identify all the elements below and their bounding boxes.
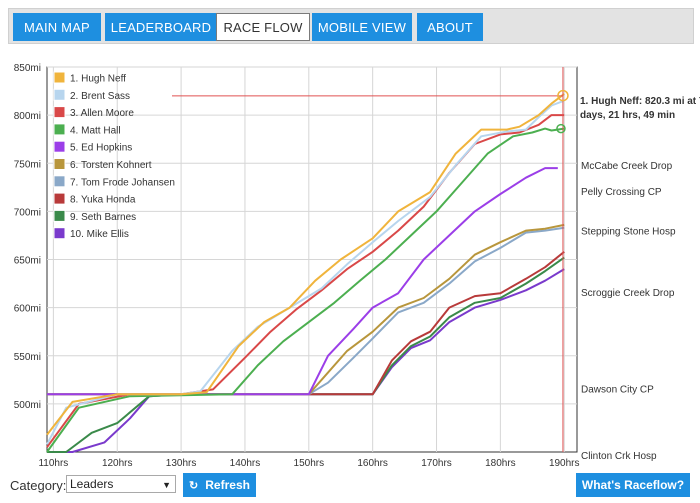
legend[interactable]: 1. Hugh Neff 2. Brent Sass 3. Allen Moore 4… bbox=[53, 71, 175, 240]
controls-bar: Category: Leaders ▼ ↻ Refresh What's Rac… bbox=[0, 470, 700, 503]
x-tick-label: 130hrs bbox=[166, 458, 197, 469]
x-tick-label: 120hrs bbox=[102, 458, 133, 469]
legend-swatch[interactable] bbox=[53, 140, 66, 153]
legend-swatch[interactable] bbox=[53, 123, 66, 136]
series-line[interactable] bbox=[46, 93, 565, 436]
tooltip: 1. Hugh Neff: 820.3 mi at 7 days, 21 hrs,… bbox=[580, 96, 700, 121]
legend-swatch[interactable] bbox=[53, 88, 66, 101]
y-tick-label: 700mi bbox=[14, 207, 41, 218]
legend-item-label[interactable]: 10. Mike Ellis bbox=[70, 229, 129, 240]
legend-item-label[interactable]: 7. Tom Frode Johansen bbox=[70, 177, 175, 188]
series-line[interactable] bbox=[47, 268, 565, 453]
legend-item-label[interactable]: 5. Ed Hopkins bbox=[70, 143, 132, 154]
tab-race-flow[interactable]: RACE FLOW bbox=[216, 13, 310, 41]
y-tick-label: 750mi bbox=[14, 159, 41, 170]
tooltip-text: days, 21 hrs, 49 min bbox=[580, 110, 675, 121]
checkpoint-label: Pelly Crossing CP bbox=[581, 187, 662, 198]
legend-swatch[interactable] bbox=[53, 192, 66, 205]
x-tick-label: 190hrs bbox=[549, 458, 580, 469]
tab-mobile-view[interactable]: MOBILE VIEW bbox=[312, 13, 412, 41]
checkpoint-label: Dawson City CP bbox=[581, 384, 654, 395]
y-tick-label: 550mi bbox=[14, 352, 41, 363]
tooltip-text: 1. Hugh Neff: 820.3 mi at 7 bbox=[580, 96, 700, 107]
raceflow-label: What's Raceflow? bbox=[581, 478, 685, 492]
tab-about[interactable]: ABOUT bbox=[417, 13, 483, 41]
series-lines bbox=[46, 93, 565, 453]
legend-swatch[interactable] bbox=[53, 209, 66, 222]
y-tick-label: 500mi bbox=[14, 400, 41, 411]
tab-leaderboard[interactable]: LEADERBOARD bbox=[105, 13, 217, 41]
legend-swatch[interactable] bbox=[53, 106, 66, 119]
checkpoint-label: Clinton Crk Hosp bbox=[581, 451, 657, 462]
y-tick-label: 800mi bbox=[14, 111, 41, 122]
x-tick-label: 180hrs bbox=[485, 458, 516, 469]
cursor-marker bbox=[557, 89, 569, 102]
checkpoint-labels: McCabe Creek Drop Pelly Crossing CP Steppi… bbox=[581, 161, 676, 462]
cursor bbox=[172, 67, 569, 452]
tab-main-map[interactable]: MAIN MAP bbox=[13, 13, 101, 41]
x-tick-label: 170hrs bbox=[421, 458, 452, 469]
checkpoint-label: Scroggie Creek Drop bbox=[581, 288, 675, 299]
legend-item-label[interactable]: 8. Yuka Honda bbox=[70, 195, 136, 206]
cursor-marker bbox=[556, 123, 566, 134]
y-tick-label: 850mi bbox=[14, 63, 41, 74]
y-axis-ticks: 500mi 550mi 600mi 650mi 700mi 750mi 800mi 850mi bbox=[14, 63, 41, 411]
checkpoint-label: McCabe Creek Drop bbox=[581, 161, 673, 172]
x-tick-label: 140hrs bbox=[230, 458, 261, 469]
category-select[interactable]: Leaders ▼ bbox=[66, 475, 176, 493]
legend-item-label[interactable]: 4. Matt Hall bbox=[70, 125, 121, 136]
x-tick-label: 150hrs bbox=[294, 458, 325, 469]
race-flow-chart[interactable]: 500mi 550mi 600mi 650mi 700mi 750mi 800mi 850mi… bbox=[0, 55, 700, 470]
refresh-icon: ↻ bbox=[189, 479, 199, 492]
legend-item-label[interactable]: 6. Torsten Kohnert bbox=[70, 160, 152, 171]
legend-swatch[interactable] bbox=[53, 175, 66, 188]
category-value: Leaders bbox=[70, 477, 114, 491]
legend-item-label[interactable]: 2. Brent Sass bbox=[70, 91, 130, 102]
legend-swatch[interactable] bbox=[53, 158, 66, 170]
legend-swatch[interactable] bbox=[53, 71, 66, 84]
legend-swatch[interactable] bbox=[53, 227, 66, 240]
nav-tabbar: MAIN MAP LEADERBOARD RACE FLOW MOBILE VI… bbox=[8, 8, 694, 44]
series-line[interactable] bbox=[47, 256, 565, 453]
refresh-label: Refresh bbox=[205, 478, 250, 492]
y-tick-label: 600mi bbox=[14, 304, 41, 315]
legend-item-label[interactable]: 9. Seth Barnes bbox=[70, 212, 136, 223]
x-tick-label: 160hrs bbox=[357, 458, 388, 469]
whats-raceflow-button[interactable]: What's Raceflow? bbox=[576, 473, 690, 497]
legend-item-label[interactable]: 3. Allen Moore bbox=[70, 108, 134, 119]
x-axis-ticks: 110hrs 120hrs 130hrs 140hrs 150hrs 160hrs 170h… bbox=[38, 458, 579, 469]
series-line[interactable] bbox=[46, 127, 565, 453]
x-tick-label: 110hrs bbox=[38, 458, 68, 469]
y-tick-label: 650mi bbox=[14, 256, 41, 267]
chevron-down-icon: ▼ bbox=[162, 480, 171, 490]
refresh-button[interactable]: ↻ Refresh bbox=[183, 473, 256, 497]
category-label: Category: bbox=[10, 478, 67, 493]
checkpoint-label: Stepping Stone Hosp bbox=[581, 227, 676, 238]
grid bbox=[47, 66, 577, 452]
legend-item-label[interactable]: 1. Hugh Neff bbox=[70, 74, 126, 85]
